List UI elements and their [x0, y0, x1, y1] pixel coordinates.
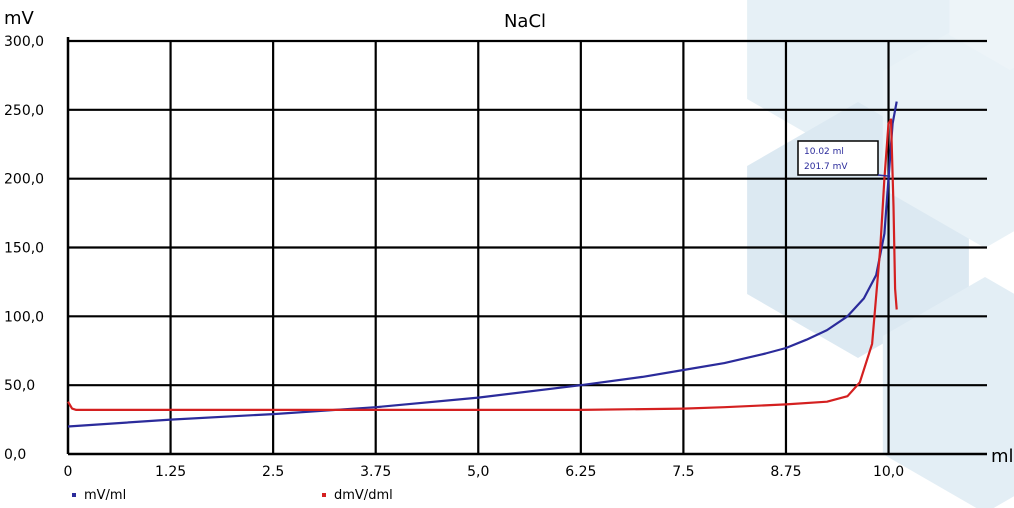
- annotation-text: 10.02 ml: [804, 147, 844, 157]
- axes: [66, 37, 987, 456]
- chart-title: NaCl: [504, 11, 546, 32]
- background-hexagon: [949, 0, 1014, 70]
- x-tick-label: 7.5: [672, 464, 694, 480]
- y-tick-label: 50,0: [4, 378, 35, 394]
- y-tick-label: 100,0: [4, 309, 44, 325]
- y-tick-labels: 0,0 50,0 100,0 150,0 200,0 250,0 300,0: [4, 34, 44, 463]
- x-tick-label: 6.25: [565, 464, 596, 480]
- x-tick-label: 2.5: [262, 464, 284, 480]
- y-axis-label: mV: [4, 8, 35, 29]
- annotation-box: [797, 140, 879, 176]
- x-tick-label: 5,0: [467, 464, 489, 480]
- y-tick-label: 150,0: [4, 241, 44, 257]
- background-hexagon: [882, 277, 1014, 508]
- y-tick-label: 0,0: [4, 447, 26, 463]
- x-tick-label: 3.75: [360, 464, 391, 480]
- y-tick-label: 200,0: [4, 172, 44, 188]
- annotation-connector: [877, 174, 891, 178]
- annotations: 10.02 ml 201.7 mV: [797, 140, 891, 178]
- legend: mV/ml dmV/dml: [72, 488, 393, 503]
- x-axis-label: ml: [991, 446, 1014, 467]
- legend-label: mV/ml: [84, 488, 126, 503]
- series-line-mv: [67, 101, 898, 428]
- series-lines: [67, 101, 898, 428]
- annotation-text: 201.7 mV: [804, 162, 848, 172]
- series-line-dmv: [67, 118, 898, 411]
- legend-marker: [322, 493, 326, 497]
- legend-marker: [72, 493, 76, 497]
- x-tick-label: 1.25: [155, 464, 186, 480]
- x-tick-label: 10,0: [873, 464, 904, 480]
- y-tick-label: 300,0: [4, 34, 44, 50]
- legend-label: dmV/dml: [334, 488, 393, 503]
- y-tick-label: 250,0: [4, 103, 44, 119]
- x-tick-label: 8.75: [770, 464, 801, 480]
- background-hexagon: [882, 12, 1014, 248]
- x-tick-label: 0: [64, 464, 73, 480]
- x-tick-labels: 0 1.25 2.5 3.75 5,0 6.25 7.5 8.75 10,0: [64, 464, 905, 480]
- grid-lines: [68, 39, 987, 454]
